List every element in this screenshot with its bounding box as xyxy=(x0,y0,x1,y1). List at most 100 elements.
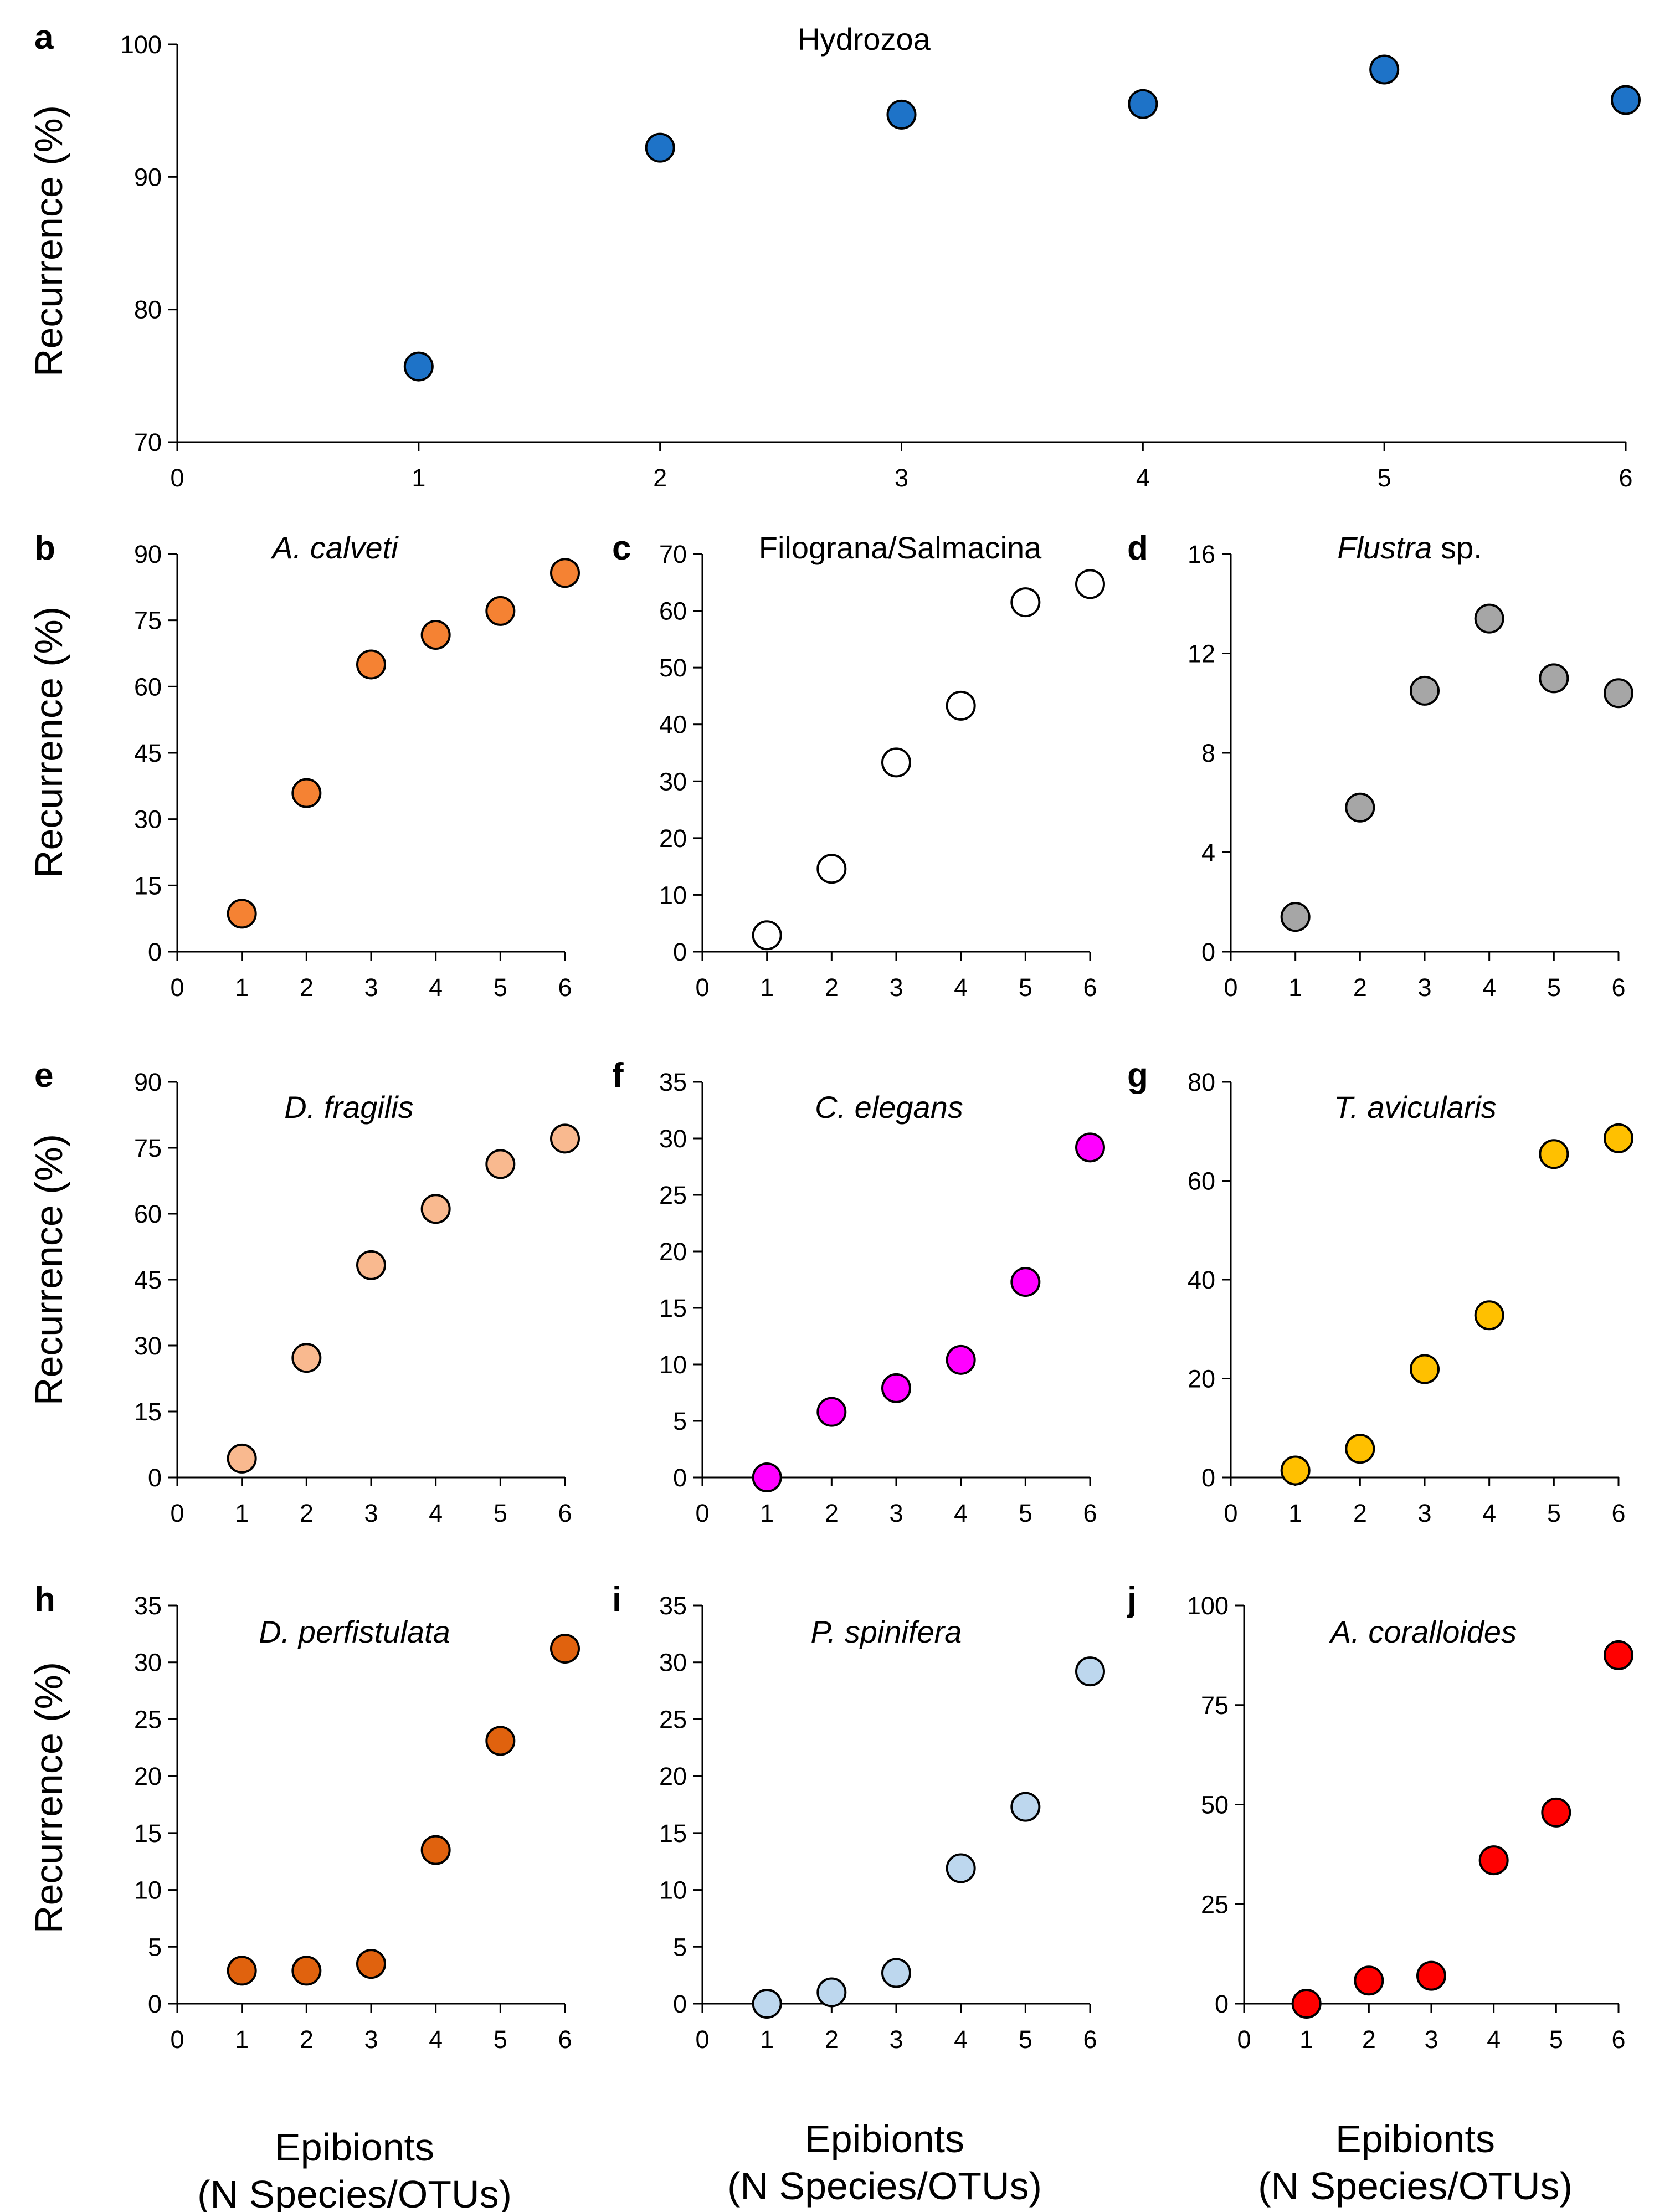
data-point-g-6 xyxy=(1604,1123,1633,1153)
x-tick-label: 4 xyxy=(1136,464,1150,492)
y-tick-label: 5 xyxy=(148,1933,162,1961)
panel-letter-b: b xyxy=(34,529,55,567)
data-point-b-3 xyxy=(356,649,386,680)
x-tick-label: 0 xyxy=(1237,2025,1251,2054)
data-point-h-4 xyxy=(420,1835,451,1865)
panel-a: 70 80 90 100 0 1 2 3 4 5 6 a Hydrozoa xyxy=(34,18,1641,492)
panel-title-c: Filograna/Salmacina xyxy=(759,530,1042,565)
data-point-c-6 xyxy=(1075,569,1105,599)
x-tick-label: 3 xyxy=(889,973,903,1002)
panel-h: 0 5 10 15 20 25 30 35 0 1 2 3 4 5 6 h D. perfistulata xyxy=(34,1580,580,2054)
x-tick-label: 0 xyxy=(1224,1499,1237,1527)
y-tick-label: 30 xyxy=(134,805,162,834)
x-tick-label: 5 xyxy=(1019,973,1032,1002)
x-tick-label: 1 xyxy=(1288,1499,1302,1527)
data-point-b-4 xyxy=(420,619,451,650)
data-point-c-4 xyxy=(946,690,976,721)
y-tick-label: 30 xyxy=(134,1649,162,1677)
data-point-i-3 xyxy=(881,1958,911,1988)
data-point-b-1 xyxy=(227,899,257,929)
data-point-g-2 xyxy=(1345,1434,1375,1464)
y-tick-label: 90 xyxy=(134,163,162,191)
x-tick-label: 0 xyxy=(1224,973,1237,1002)
y-tick-label: 20 xyxy=(134,1762,162,1790)
x-tick-label: 3 xyxy=(1417,973,1431,1002)
y-tick-label: 90 xyxy=(134,1068,162,1096)
data-point-a-6 xyxy=(1611,85,1641,115)
x-tick-label: 3 xyxy=(889,1499,903,1527)
x-tick-label: 6 xyxy=(558,973,572,1002)
data-point-g-3 xyxy=(1410,1354,1440,1384)
data-point-e-3 xyxy=(356,1250,386,1280)
x-tick-label: 2 xyxy=(300,1499,314,1527)
y-tick-label: 15 xyxy=(134,1819,162,1847)
data-point-i-4 xyxy=(946,1853,976,1883)
y-tick-label: 40 xyxy=(1188,1266,1215,1294)
x-tick-label: 1 xyxy=(235,2025,249,2054)
y-tick-label: 75 xyxy=(134,607,162,635)
y-axis-label-row-b: Recurrence (%) xyxy=(27,607,70,878)
data-point-e-5 xyxy=(485,1149,516,1179)
data-point-j-1 xyxy=(1291,1989,1322,2019)
y-tick-label: 90 xyxy=(134,540,162,568)
y-tick-label: 45 xyxy=(134,1266,162,1294)
y-tick-label: 25 xyxy=(134,1705,162,1733)
x-tick-label: 2 xyxy=(1353,973,1367,1002)
panel-letter-j: j xyxy=(1127,1580,1137,1619)
x-tick-label: 5 xyxy=(494,2025,507,2054)
y-axis-label-row-a: Recurrence (%) xyxy=(27,105,70,377)
data-point-h-5 xyxy=(485,1726,516,1756)
data-point-i-1 xyxy=(752,1989,782,2019)
data-point-a-1 xyxy=(403,351,434,382)
y-tick-label: 12 xyxy=(1188,640,1215,668)
x-tick-label: 2 xyxy=(825,2025,839,2054)
y-tick-label: 4 xyxy=(1201,839,1215,867)
data-point-c-2 xyxy=(816,854,847,884)
y-tick-label: 75 xyxy=(1201,1691,1229,1720)
data-point-c-3 xyxy=(881,747,911,778)
y-tick-label: 0 xyxy=(1201,938,1215,966)
x-tick-label: 2 xyxy=(300,973,314,1002)
y-tick-label: 35 xyxy=(659,1068,687,1096)
panel-letter-c: c xyxy=(612,529,631,567)
data-point-d-2 xyxy=(1345,792,1375,823)
y-tick-label: 10 xyxy=(659,1876,687,1905)
data-point-e-1 xyxy=(227,1443,257,1474)
data-point-f-4 xyxy=(946,1344,976,1375)
y-tick-label: 25 xyxy=(659,1705,687,1733)
x-axis-label-middle-line2: (N Species/OTUs) xyxy=(727,2164,1042,2208)
y-tick-label: 0 xyxy=(673,1464,687,1492)
data-point-a-5 xyxy=(1369,54,1400,85)
y-tick-label: 0 xyxy=(1215,1990,1229,2018)
panel-i: 0 5 10 15 20 25 30 35 0 1 2 3 4 5 6 i P. spinifera xyxy=(612,1580,1105,2054)
x-tick-label: 4 xyxy=(429,2025,443,2054)
x-tick-label: 3 xyxy=(364,973,378,1002)
x-axis-label-middle-line1: Epibionts xyxy=(805,2117,964,2160)
y-tick-label: 80 xyxy=(1188,1068,1215,1096)
y-tick-label: 30 xyxy=(134,1332,162,1360)
data-point-d-1 xyxy=(1280,902,1311,932)
y-tick-label: 0 xyxy=(148,1990,162,2018)
data-point-i-5 xyxy=(1010,1792,1041,1822)
y-tick-label: 50 xyxy=(659,654,687,682)
x-tick-label: 3 xyxy=(1417,1499,1431,1527)
x-tick-label: 4 xyxy=(1487,2025,1501,2054)
data-point-d-6 xyxy=(1604,678,1633,709)
x-tick-label: 6 xyxy=(558,2025,572,2054)
panel-g: 0 20 40 60 80 0 1 2 3 4 5 6 g T. avicularis xyxy=(1127,1056,1633,1527)
x-axis-label-right-line1: Epibionts xyxy=(1335,2117,1495,2160)
y-tick-label: 0 xyxy=(673,938,687,966)
y-tick-label: 60 xyxy=(134,1200,162,1228)
x-tick-label: 1 xyxy=(1299,2025,1313,2054)
panel-title-f: C. elegans xyxy=(815,1090,963,1125)
panel-letter-g: g xyxy=(1127,1056,1148,1095)
data-point-j-4 xyxy=(1478,1845,1509,1876)
x-tick-label: 1 xyxy=(412,464,425,492)
data-point-h-2 xyxy=(291,1956,322,1986)
data-point-i-2 xyxy=(816,1977,847,2008)
y-tick-label: 10 xyxy=(659,1351,687,1379)
panel-letter-i: i xyxy=(612,1580,621,1619)
x-axis-label-right-line2: (N Species/OTUs) xyxy=(1258,2164,1573,2208)
